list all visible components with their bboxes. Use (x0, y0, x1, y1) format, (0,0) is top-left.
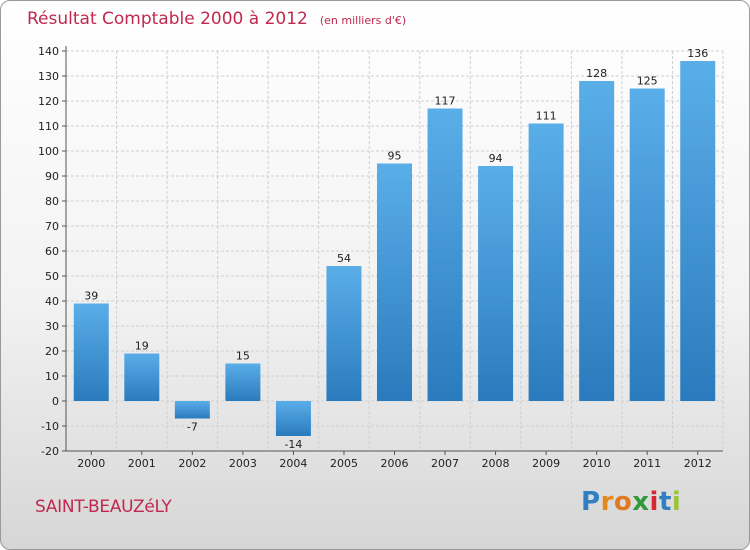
data-label: 39 (84, 290, 98, 303)
x-tick-label: 2003 (229, 457, 257, 470)
y-tick-label: 50 (45, 270, 59, 283)
logo-letter: o (613, 487, 633, 517)
proxiti-logo: Proxiti (581, 487, 681, 517)
logo-letter: t (658, 487, 672, 517)
chart-title: Résultat Comptable 2000 à 2012 (27, 9, 308, 29)
data-label: 54 (337, 252, 351, 265)
bar (124, 353, 160, 401)
bar (225, 363, 261, 401)
logo-letter: r (600, 487, 614, 517)
y-tick-label: -20 (41, 445, 59, 458)
y-tick-label: 30 (45, 320, 59, 333)
data-label: 128 (586, 67, 607, 80)
bar (427, 108, 463, 401)
data-label: 94 (489, 152, 503, 165)
x-tick-label: 2011 (633, 457, 661, 470)
data-label: 15 (236, 350, 250, 363)
y-tick-label: 20 (45, 345, 59, 358)
y-tick-label: 110 (38, 120, 59, 133)
data-label: 117 (435, 95, 456, 108)
x-tick-label: 2001 (128, 457, 156, 470)
x-tick-label: 2010 (583, 457, 611, 470)
data-label: 125 (637, 75, 658, 88)
logo-letter: P (581, 487, 601, 517)
bar (326, 266, 362, 401)
data-label: 19 (135, 340, 149, 353)
x-tick-label: 2005 (330, 457, 358, 470)
chart-title-block: Résultat Comptable 2000 à 2012 (en millie… (27, 9, 406, 29)
y-tick-label: 120 (38, 95, 59, 108)
y-tick-label: 60 (45, 245, 59, 258)
bar (528, 123, 564, 401)
data-label: 136 (687, 47, 708, 60)
x-tick-label: 2000 (77, 457, 105, 470)
y-tick-label: 130 (38, 70, 59, 83)
logo-letter: i (649, 487, 659, 517)
y-tick-label: 10 (45, 370, 59, 383)
x-tick-label: 2006 (381, 457, 409, 470)
data-labels: 39 19 -7 15 -14 54 95 117 94 111 128 125 136 (84, 47, 708, 451)
data-label: -7 (187, 421, 198, 434)
data-label: 111 (536, 110, 557, 123)
y-tick-label: 100 (38, 145, 59, 158)
bar (579, 81, 615, 401)
bar (275, 401, 311, 436)
logo-letter: x (632, 487, 650, 517)
data-label: 95 (388, 150, 402, 163)
y-tick-label: 70 (45, 220, 59, 233)
bar (680, 61, 716, 401)
x-tick-label: 2012 (684, 457, 712, 470)
bar (377, 163, 412, 401)
x-tick-label: 2009 (532, 457, 560, 470)
bar (478, 166, 514, 401)
x-tick-label: 2008 (482, 457, 510, 470)
bar (174, 401, 210, 419)
y-tick-label: 140 (38, 45, 59, 58)
x-tick-label: 2007 (431, 457, 459, 470)
y-tick-label: -10 (41, 420, 59, 433)
y-tick-label: 90 (45, 170, 59, 183)
y-tick-label: 80 (45, 195, 59, 208)
bar (73, 303, 109, 401)
y-tick-label: 0 (52, 395, 59, 408)
data-label: -14 (284, 438, 302, 451)
x-tick-label: 2004 (279, 457, 307, 470)
unit-note: (en milliers d'€) (319, 14, 407, 27)
place-name: SAINT-BEAUZéLY (35, 497, 172, 517)
axes: -20 -10 0 10 20 30 40 50 60 70 80 90 100 110 120 130 140… (38, 45, 723, 470)
bar (629, 88, 665, 401)
y-tick-label: 40 (45, 295, 59, 308)
x-tick-label: 2002 (178, 457, 206, 470)
bars (73, 61, 716, 436)
logo-letter: i (671, 487, 682, 517)
